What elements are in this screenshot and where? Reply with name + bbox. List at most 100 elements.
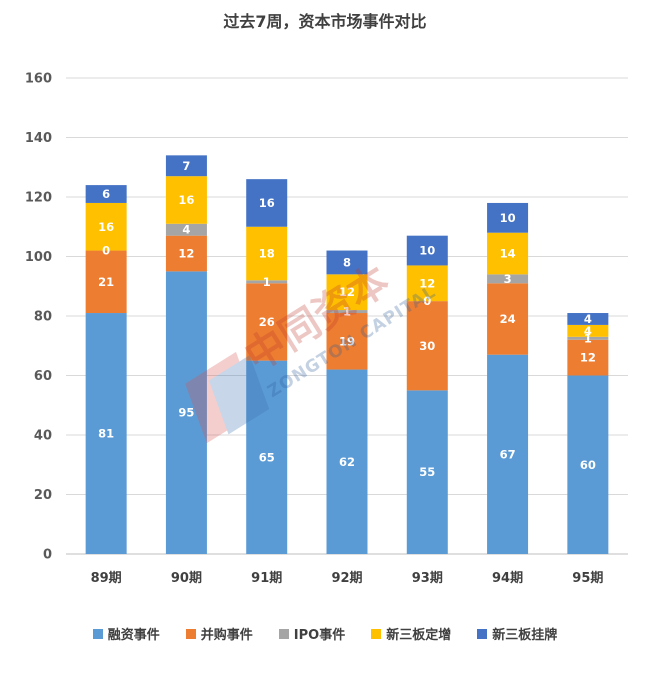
data-label: 95 [178,406,194,420]
bar-segment [326,274,368,311]
legend-swatch [92,628,103,639]
data-label: 7 [182,159,190,173]
bar-segment [165,176,207,224]
y-tick-label: 100 [25,250,52,265]
bar-segment [567,339,609,376]
legend-label: 融资事件 [107,628,160,643]
bar-segment [567,313,609,325]
data-label: 19 [339,334,355,348]
data-label: 4 [584,324,592,338]
data-label: 55 [419,465,435,479]
x-tick-label: 89期 [91,571,122,586]
data-labels: 8121016695124167652611816621911285530012… [98,159,596,479]
x-tick-label: 94期 [492,571,523,586]
data-label: 30 [419,339,435,353]
data-label: 24 [500,312,516,326]
x-tick-label: 90期 [171,571,202,586]
data-label: 16 [98,220,114,234]
y-tick-label: 160 [25,72,52,87]
y-tick-label: 0 [43,548,52,563]
y-tick-label: 120 [25,191,52,206]
bar-segment [165,235,207,272]
bar-segment [487,274,529,284]
bar-segment [165,271,207,554]
bar-segment [165,223,207,236]
legend-item: 并购事件 [185,624,253,643]
data-label: 10 [500,211,516,225]
data-label: 1 [263,275,271,289]
legend-label: 新三板定增 [386,628,452,643]
data-label: 62 [339,455,355,469]
legend-swatch [477,628,488,639]
data-label: 14 [500,247,516,261]
data-label: 0 [102,244,110,258]
bar-segment [406,235,448,266]
legend-label: 并购事件 [200,628,253,643]
data-label: 16 [178,193,194,207]
bar-segment [406,265,448,302]
legend-label: 新三板挂牌 [492,628,558,643]
bar-segment [246,179,288,227]
bar-segment [487,354,529,554]
bar-segment [326,250,368,275]
data-label: 4 [584,312,592,326]
watermark-logo: 中同资本 ZONGTON CAPITAL [185,257,440,444]
x-tick-label: 95期 [572,571,603,586]
x-tick-label: 92期 [331,571,362,586]
bar-segment [487,283,529,355]
y-tick-label: 60 [34,369,52,384]
legend-swatch [278,628,289,639]
data-label: 4 [182,223,190,237]
bar-segment [487,232,529,275]
y-tick-label: 80 [34,310,52,325]
legend-swatch [371,628,382,639]
bar-segment [326,310,368,314]
bar-segment [406,301,448,391]
y-tick-label: 40 [34,429,52,444]
data-label: 8 [343,255,351,269]
bar-segment [326,369,368,554]
chart-title: 过去7周，资本市场事件对比 [223,12,427,31]
y-tick-label: 140 [25,131,52,146]
data-label: 1 [343,305,351,319]
bar-segment [487,202,529,233]
data-label: 60 [580,458,596,472]
bar-segment [406,390,448,554]
data-label: 12 [339,285,355,299]
data-label: 12 [419,276,435,290]
data-label: 16 [259,196,275,210]
data-label: 12 [178,247,194,261]
bar-segment [85,185,127,203]
data-label: 10 [419,244,435,258]
data-label: 0 [423,294,431,308]
data-label: 12 [580,351,596,365]
y-tick-label: 20 [34,488,52,503]
x-tick-label: 93期 [412,571,443,586]
legend-item: IPO事件 [278,624,346,643]
legend-item: 新三板定增 [371,624,451,643]
x-tick-label: 91期 [251,571,282,586]
data-label: 3 [504,272,512,286]
bar-segment [85,313,127,554]
data-label: 18 [259,247,275,261]
bars [85,155,609,554]
bar-segment [85,202,127,251]
legend-item: 新三板挂牌 [477,624,557,643]
data-label: 81 [98,427,114,441]
bar-segment [246,226,288,281]
bar-segment [326,313,368,370]
bar-segment [567,336,609,340]
bar-segment [246,360,288,554]
legend-label: IPO事件 [293,628,346,643]
bar-segment [165,155,207,177]
legend-swatch [185,628,196,639]
bar-segment [567,324,609,337]
bar-segment [246,280,288,284]
data-label: 26 [259,315,275,329]
data-label: 67 [500,447,516,461]
data-label: 6 [102,187,110,201]
bar-segment [85,250,127,314]
legend: 融资事件 并购事件 IPO事件 新三板定增 新三板挂牌 [0,624,650,643]
